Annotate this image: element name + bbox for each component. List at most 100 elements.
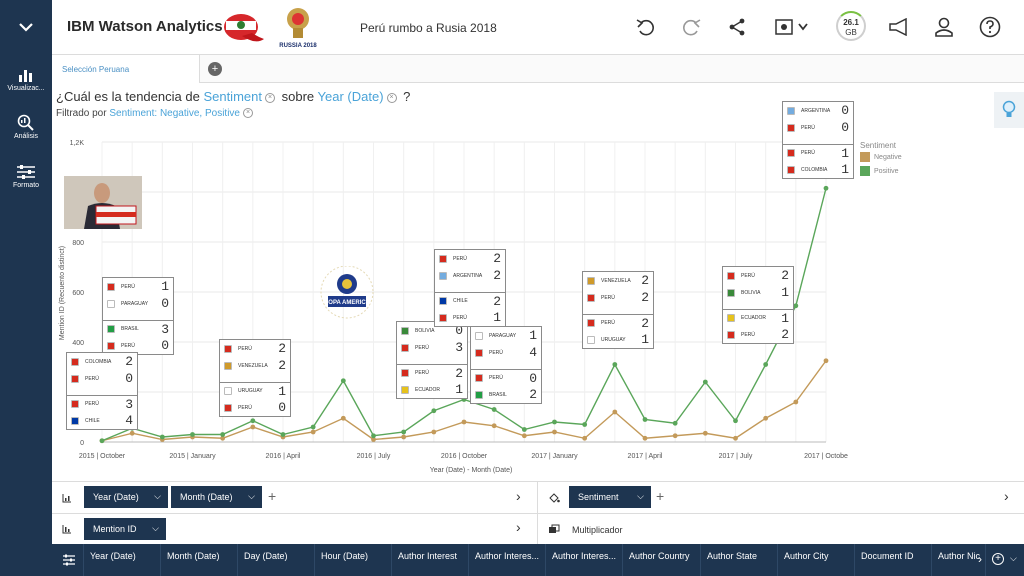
column-header[interactable]: Author Interes...: [546, 544, 623, 576]
pill-mention-id[interactable]: Mention ID ⌵: [84, 518, 166, 540]
chevron-down-icon: [19, 23, 33, 32]
team-flag-icon: [727, 288, 735, 297]
expand-right-icon[interactable]: ›: [1004, 488, 1009, 504]
team-flag-icon: [587, 335, 595, 344]
match-card-row: PERÚ 3: [67, 395, 137, 412]
legend-swatch: [860, 166, 870, 176]
remove-filter-icon[interactable]: ×: [242, 108, 253, 119]
multiplier-label[interactable]: Multiplicador: [572, 525, 623, 535]
expand-right-icon[interactable]: ›: [516, 519, 521, 535]
axis-well-row-2: Mention ID ⌵ › Multiplicador: [52, 513, 1024, 545]
help-button[interactable]: [977, 14, 1003, 40]
announcements-button[interactable]: [886, 14, 912, 40]
add-axis-button[interactable]: +: [268, 488, 277, 504]
column-header[interactable]: Author Interes...: [469, 544, 546, 576]
match-card: PARAGUAY 1 PERÚ 4 PERÚ 0 BRASIL 2: [470, 326, 542, 404]
match-card-row: PERÚ 2: [435, 250, 505, 267]
data-point: [793, 303, 799, 309]
column-header[interactable]: Author State: [701, 544, 778, 576]
pill-month-date[interactable]: Month (Date) ⌵: [171, 486, 262, 508]
expand-right-icon[interactable]: ›: [516, 488, 521, 504]
column-header[interactable]: Month (Date): [161, 544, 238, 576]
column-header[interactable]: Author City: [778, 544, 855, 576]
column-header[interactable]: Author Country: [623, 544, 701, 576]
chart-question: ¿Cuál es la tendencia de Sentiment × sobr…: [56, 89, 410, 104]
team-score: 0: [529, 371, 537, 386]
legend-item-negative[interactable]: Negative: [860, 152, 902, 162]
team-flag-icon: [71, 400, 79, 408]
tab-seleccion-peruana[interactable]: Selección Peruana: [52, 55, 200, 83]
pill-sentiment[interactable]: Sentiment ⌵: [569, 486, 651, 508]
team-score: 1: [278, 384, 286, 399]
team-flag-icon: [224, 344, 232, 353]
match-card: BOLIVIA 0 PERÚ 3 PERÚ 2 ECUADOR 1: [396, 321, 468, 399]
sidebar-item-visualization[interactable]: Visualizac...: [0, 65, 52, 92]
question-measure[interactable]: Sentiment: [203, 89, 262, 104]
main-menu-button[interactable]: [0, 0, 52, 55]
team-name: PERÚ: [489, 349, 503, 356]
storage-indicator[interactable]: 26.1 GB: [836, 11, 866, 41]
share-button[interactable]: [724, 14, 750, 40]
team-score: 1: [841, 162, 849, 177]
sidebar-item-format[interactable]: Formato: [0, 162, 52, 189]
help-icon: [979, 16, 1001, 38]
column-header[interactable]: Day (Date): [238, 544, 315, 576]
y-tick-label: 800: [72, 240, 84, 247]
team-flag-icon: [475, 331, 483, 340]
undo-icon: [636, 19, 654, 36]
user-icon: [935, 17, 953, 37]
sidebar-item-analysis[interactable]: Análisis: [0, 113, 52, 140]
match-card-row: BRASIL 3: [103, 320, 173, 337]
chevron-down-icon: ⌵: [154, 491, 161, 501]
team-score: 2: [125, 354, 133, 369]
snapshot-menu-button[interactable]: [772, 14, 812, 40]
bar-axis-icon: [62, 494, 71, 503]
chevron-down-icon: ⌵: [248, 491, 255, 501]
legend-label: Positive: [874, 167, 899, 175]
columns-menu-icon[interactable]: ⌵: [1010, 553, 1017, 563]
data-point: [159, 434, 165, 440]
team-flag-icon: [107, 325, 115, 333]
x-tick-label: 2017 | January: [531, 453, 578, 460]
add-color-button[interactable]: +: [656, 488, 665, 504]
match-card-row: ARGENTINA 0: [783, 102, 853, 119]
team-flag-icon: [727, 271, 735, 280]
add-column-button[interactable]: +: [992, 553, 1004, 565]
question-dimension[interactable]: Year (Date): [317, 89, 384, 104]
data-point: [582, 422, 588, 427]
column-header[interactable]: Author Interest: [392, 544, 469, 576]
redo-button[interactable]: [678, 14, 704, 40]
filter-value[interactable]: Sentiment: Negative, Positive: [109, 108, 240, 119]
team-score: 2: [641, 316, 649, 331]
camera-dropdown-icon: [775, 19, 808, 35]
column-header[interactable]: Document ID: [855, 544, 932, 576]
team-name: BOLIVIA: [741, 289, 761, 296]
pill-label: Sentiment: [578, 492, 619, 502]
data-point: [521, 433, 527, 439]
pill-year-date[interactable]: Year (Date) ⌵: [84, 486, 168, 508]
scroll-right-icon[interactable]: ›: [978, 552, 982, 566]
remove-dimension-icon[interactable]: ×: [386, 92, 397, 103]
team-score: 0: [841, 103, 849, 118]
team-name: CHILE: [85, 417, 100, 424]
team-name: PERÚ: [489, 375, 503, 381]
team-flag-icon: [587, 276, 595, 285]
column-header[interactable]: Author Nic: [932, 544, 986, 576]
column-header[interactable]: Hour (Date): [315, 544, 392, 576]
insights-button[interactable]: [994, 92, 1024, 128]
y-tick-label: 1,2K: [70, 140, 85, 147]
team-score: 1: [161, 279, 169, 294]
column-header[interactable]: Year (Date): [84, 544, 161, 576]
legend-item-positive[interactable]: Positive: [860, 166, 899, 176]
add-tab-button[interactable]: +: [208, 62, 222, 76]
remove-measure-icon[interactable]: ×: [264, 92, 275, 103]
match-card-row: PERÚ 1: [783, 144, 853, 161]
undo-button[interactable]: [633, 14, 659, 40]
match-card-row: BOLIVIA 1: [723, 284, 793, 301]
account-button[interactable]: [931, 14, 957, 40]
team-score: 2: [455, 366, 463, 381]
data-point: [552, 429, 557, 435]
team-score: 1: [493, 310, 501, 325]
columns-settings-button[interactable]: [0, 544, 84, 576]
team-name: ECUADOR: [415, 386, 441, 393]
